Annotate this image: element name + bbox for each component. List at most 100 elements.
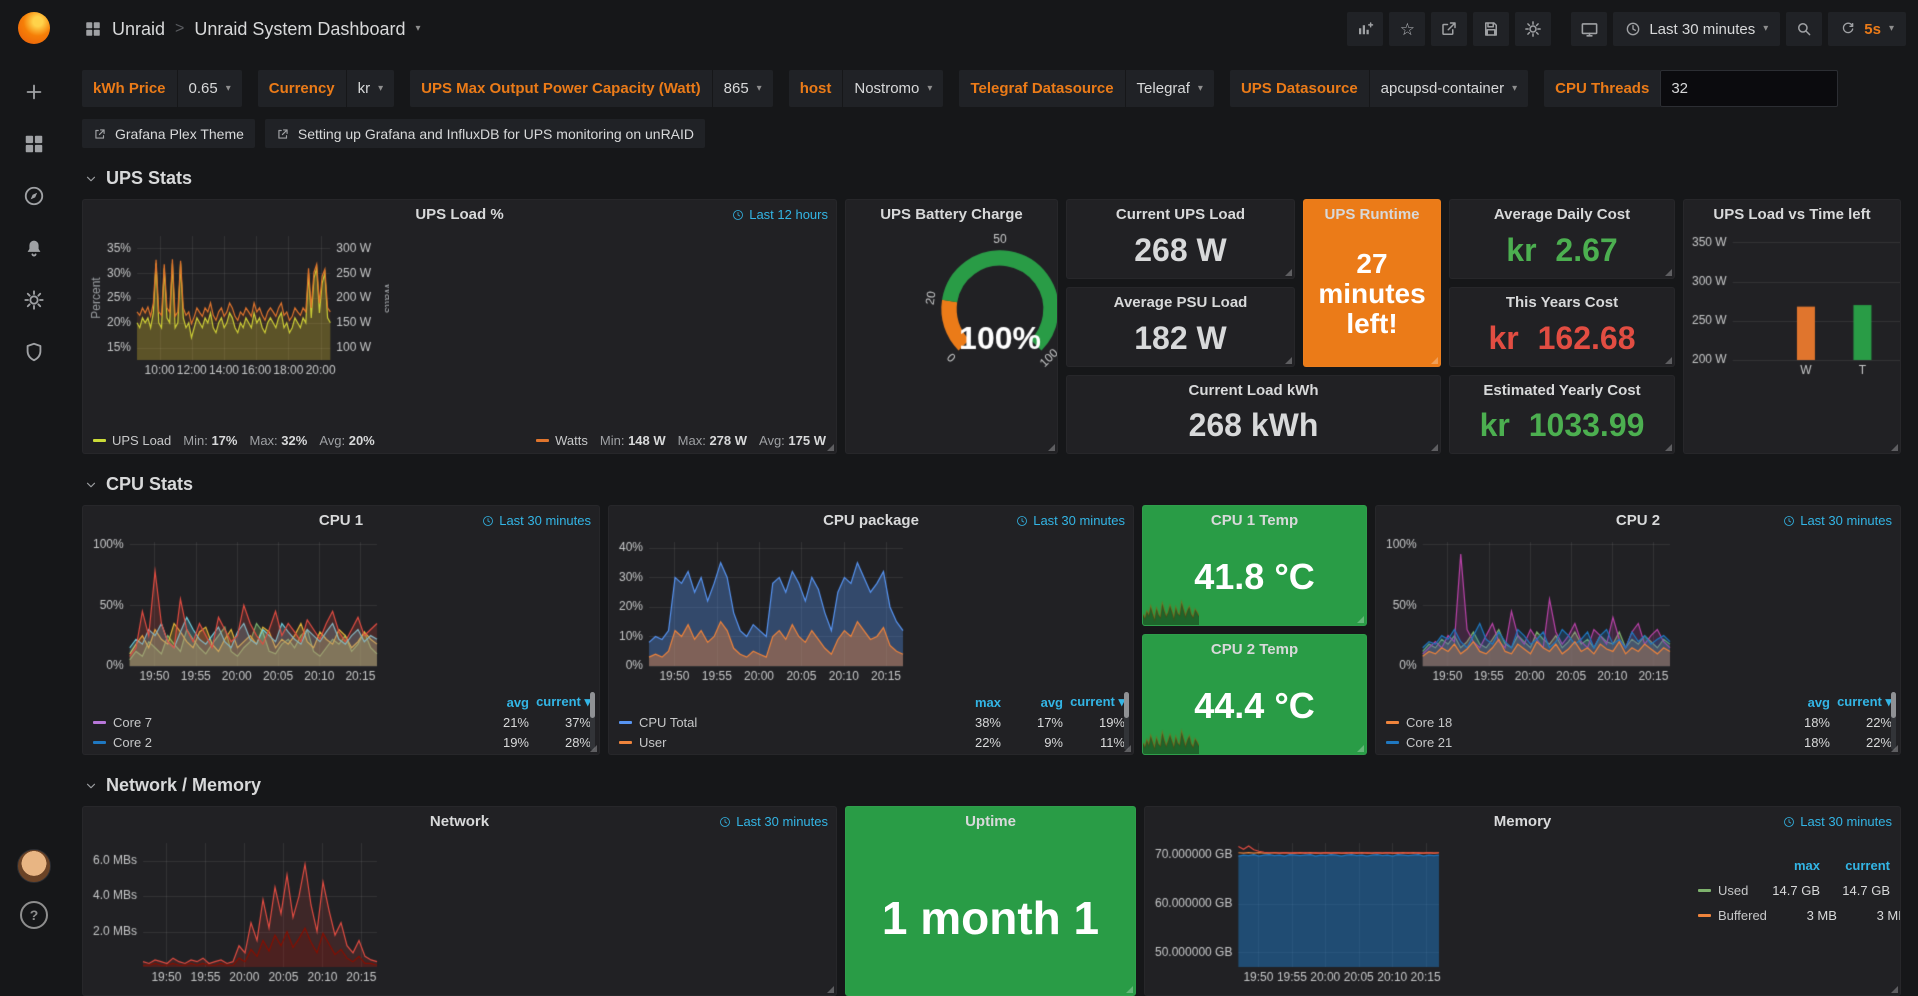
ups-load-chart[interactable] — [89, 228, 389, 378]
panel-time-badge: Last 30 minutes — [482, 513, 591, 528]
legend-sort-max[interactable]: max — [1793, 858, 1820, 873]
breadcrumb-app[interactable]: Unraid — [112, 18, 166, 39]
cpu1-chart[interactable] — [89, 534, 389, 684]
panel-title[interactable]: This Years Cost — [1505, 293, 1619, 311]
series-name[interactable]: Used — [1718, 883, 1749, 898]
legend-sort-current[interactable]: current ▾ — [1070, 694, 1125, 709]
series-color-swatch — [1698, 914, 1711, 917]
legend-sort-max[interactable]: max — [974, 694, 1001, 710]
panel-title[interactable]: CPU 1 Temp — [1210, 511, 1299, 529]
page-title[interactable]: Unraid System Dashboard — [194, 18, 406, 39]
panel-title[interactable]: UPS Runtime — [1324, 205, 1420, 223]
panel-title[interactable]: UPS Battery Charge — [880, 205, 1023, 223]
save-button[interactable] — [1473, 12, 1510, 46]
refresh-picker[interactable]: 5s ▾ — [1828, 12, 1906, 46]
template-variables-row: kWh Price 0.65 ▾ Currency kr ▾ UPS Max Out… — [82, 70, 1904, 107]
sidebar-item-configuration[interactable] — [16, 282, 52, 318]
panel-title[interactable]: CPU 2 Temp — [1210, 640, 1299, 658]
time-range-picker[interactable]: Last 30 minutes ▾ — [1613, 12, 1781, 46]
series-name[interactable]: Core 7 — [113, 714, 153, 730]
panel-cpu-2: CPU 2 Last 30 minutes avg current ▾ Core… — [1375, 505, 1901, 755]
dashboard-link-plex-theme[interactable]: Grafana Plex Theme — [82, 119, 255, 148]
grafana-logo[interactable] — [18, 12, 50, 44]
cpu-package-chart[interactable] — [615, 534, 915, 684]
memory-chart[interactable] — [1151, 835, 1451, 985]
variable-value-dropdown[interactable]: 865 ▾ — [711, 70, 773, 107]
series-name[interactable]: Core 2 — [113, 734, 153, 750]
scrollbar-thumb[interactable] — [1891, 692, 1896, 718]
sidebar: ? — [0, 0, 68, 947]
user-avatar[interactable] — [17, 849, 51, 883]
scrollbar-thumb[interactable] — [1124, 692, 1129, 718]
panel-title[interactable]: UPS Load % — [415, 205, 504, 223]
panel-ups-battery-charge: UPS Battery Charge — [845, 199, 1058, 454]
cycle-view-mode-button[interactable] — [1571, 12, 1608, 46]
share-button[interactable] — [1431, 12, 1468, 46]
legend-sort-current[interactable]: current ▾ — [536, 694, 591, 709]
variable-value-dropdown[interactable]: 0.65 ▾ — [176, 70, 242, 107]
panel-title[interactable]: Current UPS Load — [1115, 205, 1246, 223]
panel-current-load-kwh: Current Load kWh 268 kWh — [1066, 375, 1441, 454]
section-header-cpu-stats[interactable]: CPU Stats — [84, 474, 1904, 495]
panel-network: Network Last 30 minutes — [82, 806, 837, 996]
sidebar-item-server-admin[interactable] — [16, 334, 52, 370]
legend-sort-current[interactable]: current ▾ — [1837, 694, 1892, 709]
panel-uptime: Uptime 1 month 1 — [845, 806, 1136, 996]
panel-time-badge: Last 12 hours — [732, 207, 828, 222]
legend-sort-avg[interactable]: avg — [1807, 694, 1830, 710]
variable-value-dropdown[interactable]: apcupsd-container ▾ — [1368, 70, 1529, 107]
cpu2-chart[interactable] — [1382, 534, 1682, 684]
gear-icon — [24, 290, 44, 310]
sidebar-item-dashboards[interactable] — [16, 126, 52, 162]
ups-load-vs-time-chart[interactable] — [1688, 228, 1900, 378]
external-link-icon — [95, 128, 105, 139]
panel-title[interactable]: Memory — [1493, 812, 1552, 830]
series-name[interactable]: User — [639, 734, 667, 750]
panel-title[interactable]: UPS Load vs Time left — [1713, 205, 1871, 223]
panel-title[interactable]: Current Load kWh — [1188, 381, 1319, 399]
legend-sort-avg[interactable]: avg — [506, 694, 529, 710]
panel-title[interactable]: CPU 1 — [318, 511, 364, 529]
series-name[interactable]: Core 21 — [1406, 734, 1453, 750]
refresh-interval-label: 5s — [1864, 20, 1881, 38]
dashboard-link-ups-guide[interactable]: Setting up Grafana and InfluxDB for UPS … — [264, 119, 706, 148]
panel-title[interactable]: Estimated Yearly Cost — [1483, 381, 1641, 399]
mark-favorite-button[interactable]: ☆ — [1389, 12, 1426, 46]
variable-value-dropdown[interactable]: kr ▾ — [345, 70, 395, 107]
legend-series-watts: Watts Min: 148 W Max: 278 W Avg: 175 W — [536, 433, 826, 448]
clock-icon — [733, 209, 744, 220]
sidebar-item-help[interactable]: ? — [16, 897, 52, 933]
refresh-icon — [1843, 22, 1854, 34]
dashboard-settings-button[interactable] — [1515, 12, 1552, 46]
add-panel-button[interactable] — [1347, 12, 1384, 46]
network-chart[interactable] — [89, 835, 389, 985]
legend-sort-avg[interactable]: avg — [1040, 694, 1063, 710]
panel-title[interactable]: Average Daily Cost — [1493, 205, 1631, 223]
legend-series-ups-load: UPS Load Min: 17% Max: 32% Avg: 20% — [93, 433, 375, 448]
chevron-down-icon: ▾ — [1512, 82, 1518, 94]
legend-row: Used 14.7 GB 14.7 GB — [1698, 878, 1890, 903]
clock-icon — [1627, 22, 1640, 36]
section-header-ups-stats[interactable]: UPS Stats — [84, 168, 1904, 189]
sidebar-item-explore[interactable] — [16, 178, 52, 214]
panel-title[interactable]: Uptime — [965, 812, 1016, 830]
dashboard-home-icon[interactable] — [84, 20, 102, 38]
panel-title[interactable]: CPU 2 — [1615, 511, 1661, 529]
variable-value-dropdown[interactable]: Telegraf ▾ — [1124, 70, 1214, 107]
dashboard-picker-caret[interactable]: ▾ — [415, 23, 421, 34]
sidebar-item-alerting[interactable] — [16, 230, 52, 266]
cpu-threads-input[interactable] — [1660, 70, 1839, 107]
zoom-out-button[interactable] — [1786, 12, 1823, 46]
panel-title[interactable]: CPU package — [823, 511, 919, 529]
ups-battery-gauge[interactable] — [850, 228, 1057, 378]
series-name[interactable]: CPU Total — [639, 714, 698, 730]
panel-title[interactable]: Average PSU Load — [1113, 293, 1248, 311]
variable-value-dropdown[interactable]: Nostromo ▾ — [842, 70, 944, 107]
section-header-network-memory[interactable]: Network / Memory — [84, 775, 1904, 796]
scrollbar-thumb[interactable] — [590, 692, 595, 718]
panel-title[interactable]: Network — [429, 812, 490, 830]
series-name[interactable]: Buffered — [1718, 908, 1767, 923]
create-menu[interactable] — [16, 74, 52, 110]
legend-sort-current[interactable]: current — [1845, 858, 1890, 873]
series-name[interactable]: Core 18 — [1406, 714, 1453, 730]
